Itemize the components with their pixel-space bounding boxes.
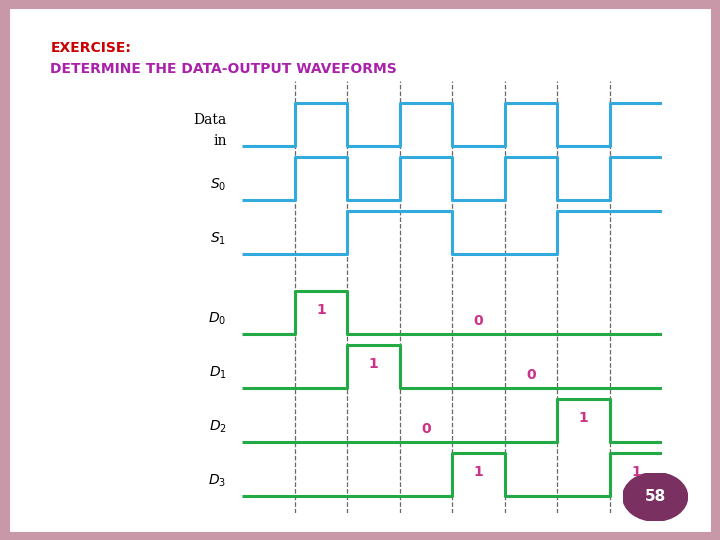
Text: 0: 0 [526, 368, 536, 382]
Text: 1: 1 [316, 303, 326, 317]
Text: 0: 0 [474, 314, 483, 328]
Text: in: in [213, 134, 227, 149]
Text: EXERCISE:: EXERCISE: [50, 40, 131, 55]
Text: 58: 58 [644, 489, 666, 504]
Text: 1: 1 [579, 411, 588, 425]
Text: $D_3$: $D_3$ [209, 472, 227, 489]
Text: $S_1$: $S_1$ [210, 231, 227, 247]
Text: 1: 1 [369, 357, 379, 371]
Text: 1: 1 [474, 465, 483, 479]
Text: $S_0$: $S_0$ [210, 177, 227, 193]
Circle shape [623, 472, 688, 521]
Text: DETERMINE THE DATA-OUTPUT WAVEFORMS: DETERMINE THE DATA-OUTPUT WAVEFORMS [50, 62, 397, 76]
Text: $D_1$: $D_1$ [209, 364, 227, 381]
Text: Data: Data [193, 113, 227, 127]
Text: $D_2$: $D_2$ [209, 418, 227, 435]
Text: 0: 0 [421, 422, 431, 436]
Text: 1: 1 [631, 465, 641, 479]
Text: $D_0$: $D_0$ [208, 310, 227, 327]
